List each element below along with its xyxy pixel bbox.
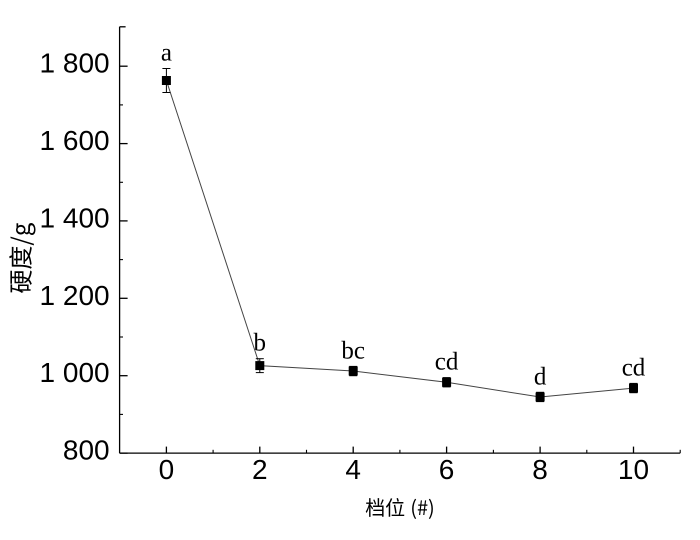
svg-text:b: b (254, 330, 267, 357)
svg-text:bc: bc (341, 337, 365, 364)
svg-text:1 800: 1 800 (40, 48, 110, 79)
svg-text:cd: cd (435, 349, 459, 376)
svg-text:a: a (161, 40, 172, 67)
svg-text:1 400: 1 400 (40, 202, 110, 233)
svg-text:d: d (534, 363, 547, 390)
svg-text:4: 4 (345, 454, 361, 485)
svg-text:1 000: 1 000 (40, 357, 110, 388)
svg-text:1 600: 1 600 (40, 125, 110, 156)
svg-text:档位(#): 档位 (#) (365, 492, 435, 521)
svg-text:cd: cd (622, 354, 646, 381)
svg-text:1 200: 1 200 (40, 280, 110, 311)
svg-text:800: 800 (63, 435, 110, 466)
svg-text:0: 0 (159, 454, 175, 485)
svg-text:硬度/g: 硬度/g (1, 222, 36, 293)
svg-text:6: 6 (439, 454, 455, 485)
svg-text:8: 8 (532, 454, 548, 485)
svg-text:2: 2 (252, 454, 268, 485)
svg-text:10: 10 (618, 454, 649, 485)
